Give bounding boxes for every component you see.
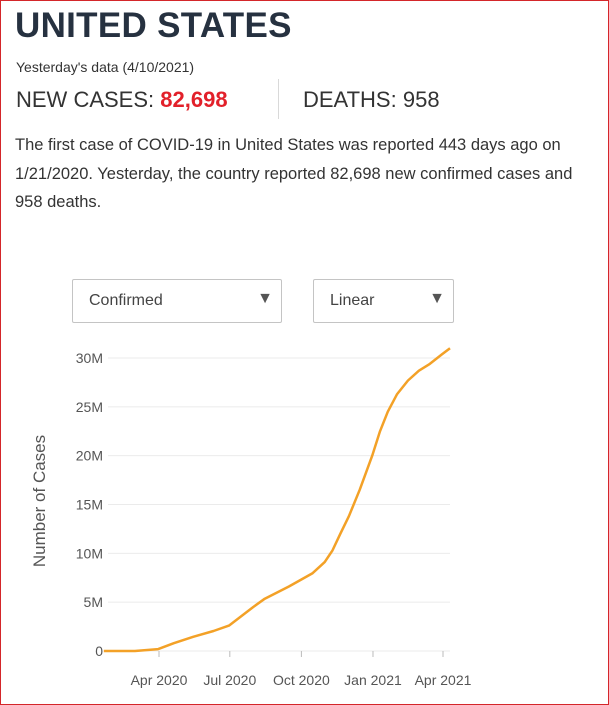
summary-part: The first case of xyxy=(15,136,137,154)
deaths-value: 958 xyxy=(402,87,440,112)
x-tick-label: Jul 2020 xyxy=(203,672,256,688)
summary-part: was reported 443 days ago on 1/21/2020. … xyxy=(15,136,573,211)
x-axis-ticks: Apr 2020 Jul 2020 Oct 2020 Jan 2021 Apr 2021 xyxy=(131,651,472,688)
y-axis-title: Number of Cases xyxy=(30,435,49,567)
x-tick-label: Apr 2020 xyxy=(131,672,188,688)
summary-text: The first case of COVID-19 in United Sta… xyxy=(15,131,600,217)
y-axis-ticks: 0 5M 10M 15M 20M 25M 30M xyxy=(76,350,103,659)
x-tick-label: Oct 2020 xyxy=(273,672,330,688)
deaths-stat: DEATHS: 958 xyxy=(303,87,440,113)
y-tick-label: 25M xyxy=(76,399,103,415)
metric-select-value: Confirmed xyxy=(89,292,163,309)
stat-divider xyxy=(278,79,279,119)
y-tick-label: 10M xyxy=(76,545,103,561)
y-tick-label: 15M xyxy=(76,497,103,513)
metric-select[interactable]: Confirmed ▼ xyxy=(72,279,282,323)
country-name: United States xyxy=(235,136,335,154)
y-tick-label: 0 xyxy=(95,643,103,659)
disease-name: COVID-19 xyxy=(136,136,214,154)
data-date: Yesterday's data (4/10/2021) xyxy=(16,59,195,75)
new-cases-label: NEW CASES: xyxy=(16,87,155,112)
new-cases-value: 82,698 xyxy=(160,87,228,112)
y-tick-label: 5M xyxy=(84,594,103,610)
dropdown-arrow-icon: ▼ xyxy=(429,290,445,307)
scale-select[interactable]: Linear ▼ xyxy=(313,279,454,323)
cases-chart: 0 5M 10M 15M 20M 25M 30M Apr 2020 Jul 2020 Oct 2… xyxy=(30,347,472,688)
x-tick-label: Apr 2021 xyxy=(415,672,472,688)
grid-lines xyxy=(108,357,450,652)
scale-select-value: Linear xyxy=(330,292,375,309)
summary-part: in xyxy=(213,136,236,154)
new-cases-stat: NEW CASES: 82,698 xyxy=(16,87,228,113)
dropdown-arrow-icon: ▼ xyxy=(257,290,273,307)
y-tick-label: 30M xyxy=(76,350,103,366)
confirmed-cases-line xyxy=(103,347,451,653)
country-title: UNITED STATES xyxy=(15,6,292,45)
deaths-label: DEATHS: xyxy=(303,87,397,112)
x-tick-label: Jan 2021 xyxy=(344,672,402,688)
y-tick-label: 20M xyxy=(76,448,103,464)
